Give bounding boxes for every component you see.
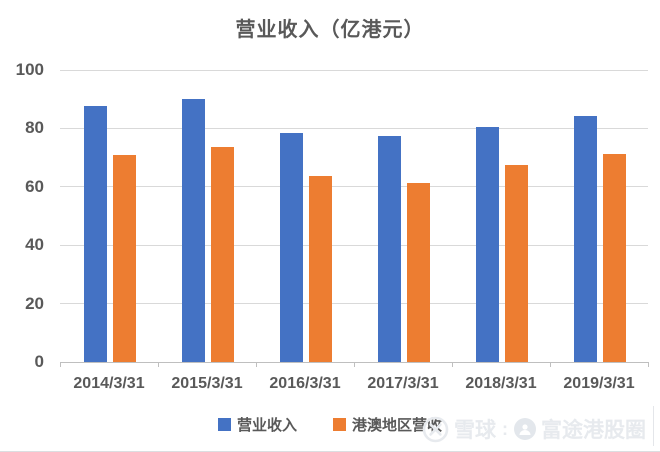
bar-total-revenue	[182, 99, 205, 362]
person-icon	[519, 424, 531, 435]
x-axis-tick	[60, 362, 61, 367]
bar-total-revenue	[84, 106, 107, 362]
watermark-avatar	[514, 418, 536, 440]
x-axis-tick	[550, 362, 551, 367]
bar-hk-macau-revenue	[211, 147, 234, 362]
x-axis-tick	[452, 362, 453, 367]
legend-swatch	[333, 418, 346, 431]
watermark: 雪球 : 富途港股圈	[422, 414, 646, 444]
y-axis-label: 0	[34, 352, 44, 371]
x-axis-tick	[354, 362, 355, 367]
gridline	[60, 186, 648, 188]
gridline	[60, 303, 648, 305]
bar-total-revenue	[476, 127, 499, 362]
gridline	[60, 127, 648, 129]
watermark-brand: 雪球	[454, 419, 496, 442]
y-axis-label: 100	[15, 60, 44, 79]
bar-hk-macau-revenue	[113, 155, 136, 362]
chart-title: 营业收入（亿港元）	[235, 19, 425, 41]
legend-item-hk-macau-revenue: 港澳地区营收	[333, 414, 442, 435]
x-axis-label: 2018/3/31	[465, 375, 537, 392]
x-axis-tick	[158, 362, 159, 367]
y-axis-label: 80	[25, 118, 44, 138]
bar-total-revenue	[574, 116, 597, 362]
legend-label: 营业收入	[236, 417, 297, 434]
bar-hk-macau-revenue	[407, 183, 430, 362]
x-axis-label: 2016/3/31	[269, 375, 341, 392]
legend-label: 港澳地区营收	[352, 417, 443, 434]
edge-divider	[653, 406, 654, 446]
bar-hk-macau-revenue	[309, 176, 332, 362]
x-axis-label: 2014/3/31	[73, 375, 145, 392]
x-axis-label: 2015/3/31	[171, 375, 243, 392]
legend-swatch	[217, 418, 231, 431]
bar-total-revenue	[378, 136, 401, 362]
y-axis-label: 60	[25, 176, 44, 196]
y-axis-label: 40	[25, 235, 44, 255]
gridline	[60, 69, 648, 71]
gridline	[60, 244, 648, 246]
watermark-account: 富途港股圈	[541, 419, 646, 442]
bar-hk-macau-revenue	[603, 154, 626, 362]
chart-legend: 营业收入 港澳地区营收	[0, 414, 660, 435]
legend-item-total-revenue: 营业收入	[217, 414, 297, 435]
x-axis-tick	[256, 362, 257, 367]
y-axis-label: 20	[25, 293, 44, 313]
xueqiu-logo-icon	[422, 416, 449, 442]
bar-hk-macau-revenue	[505, 165, 528, 362]
x-axis-tick	[648, 362, 649, 367]
bar-total-revenue	[280, 133, 303, 362]
x-axis-label: 2019/3/31	[563, 375, 635, 392]
x-axis-label: 2017/3/31	[367, 375, 439, 392]
watermark-separator: :	[502, 418, 508, 439]
